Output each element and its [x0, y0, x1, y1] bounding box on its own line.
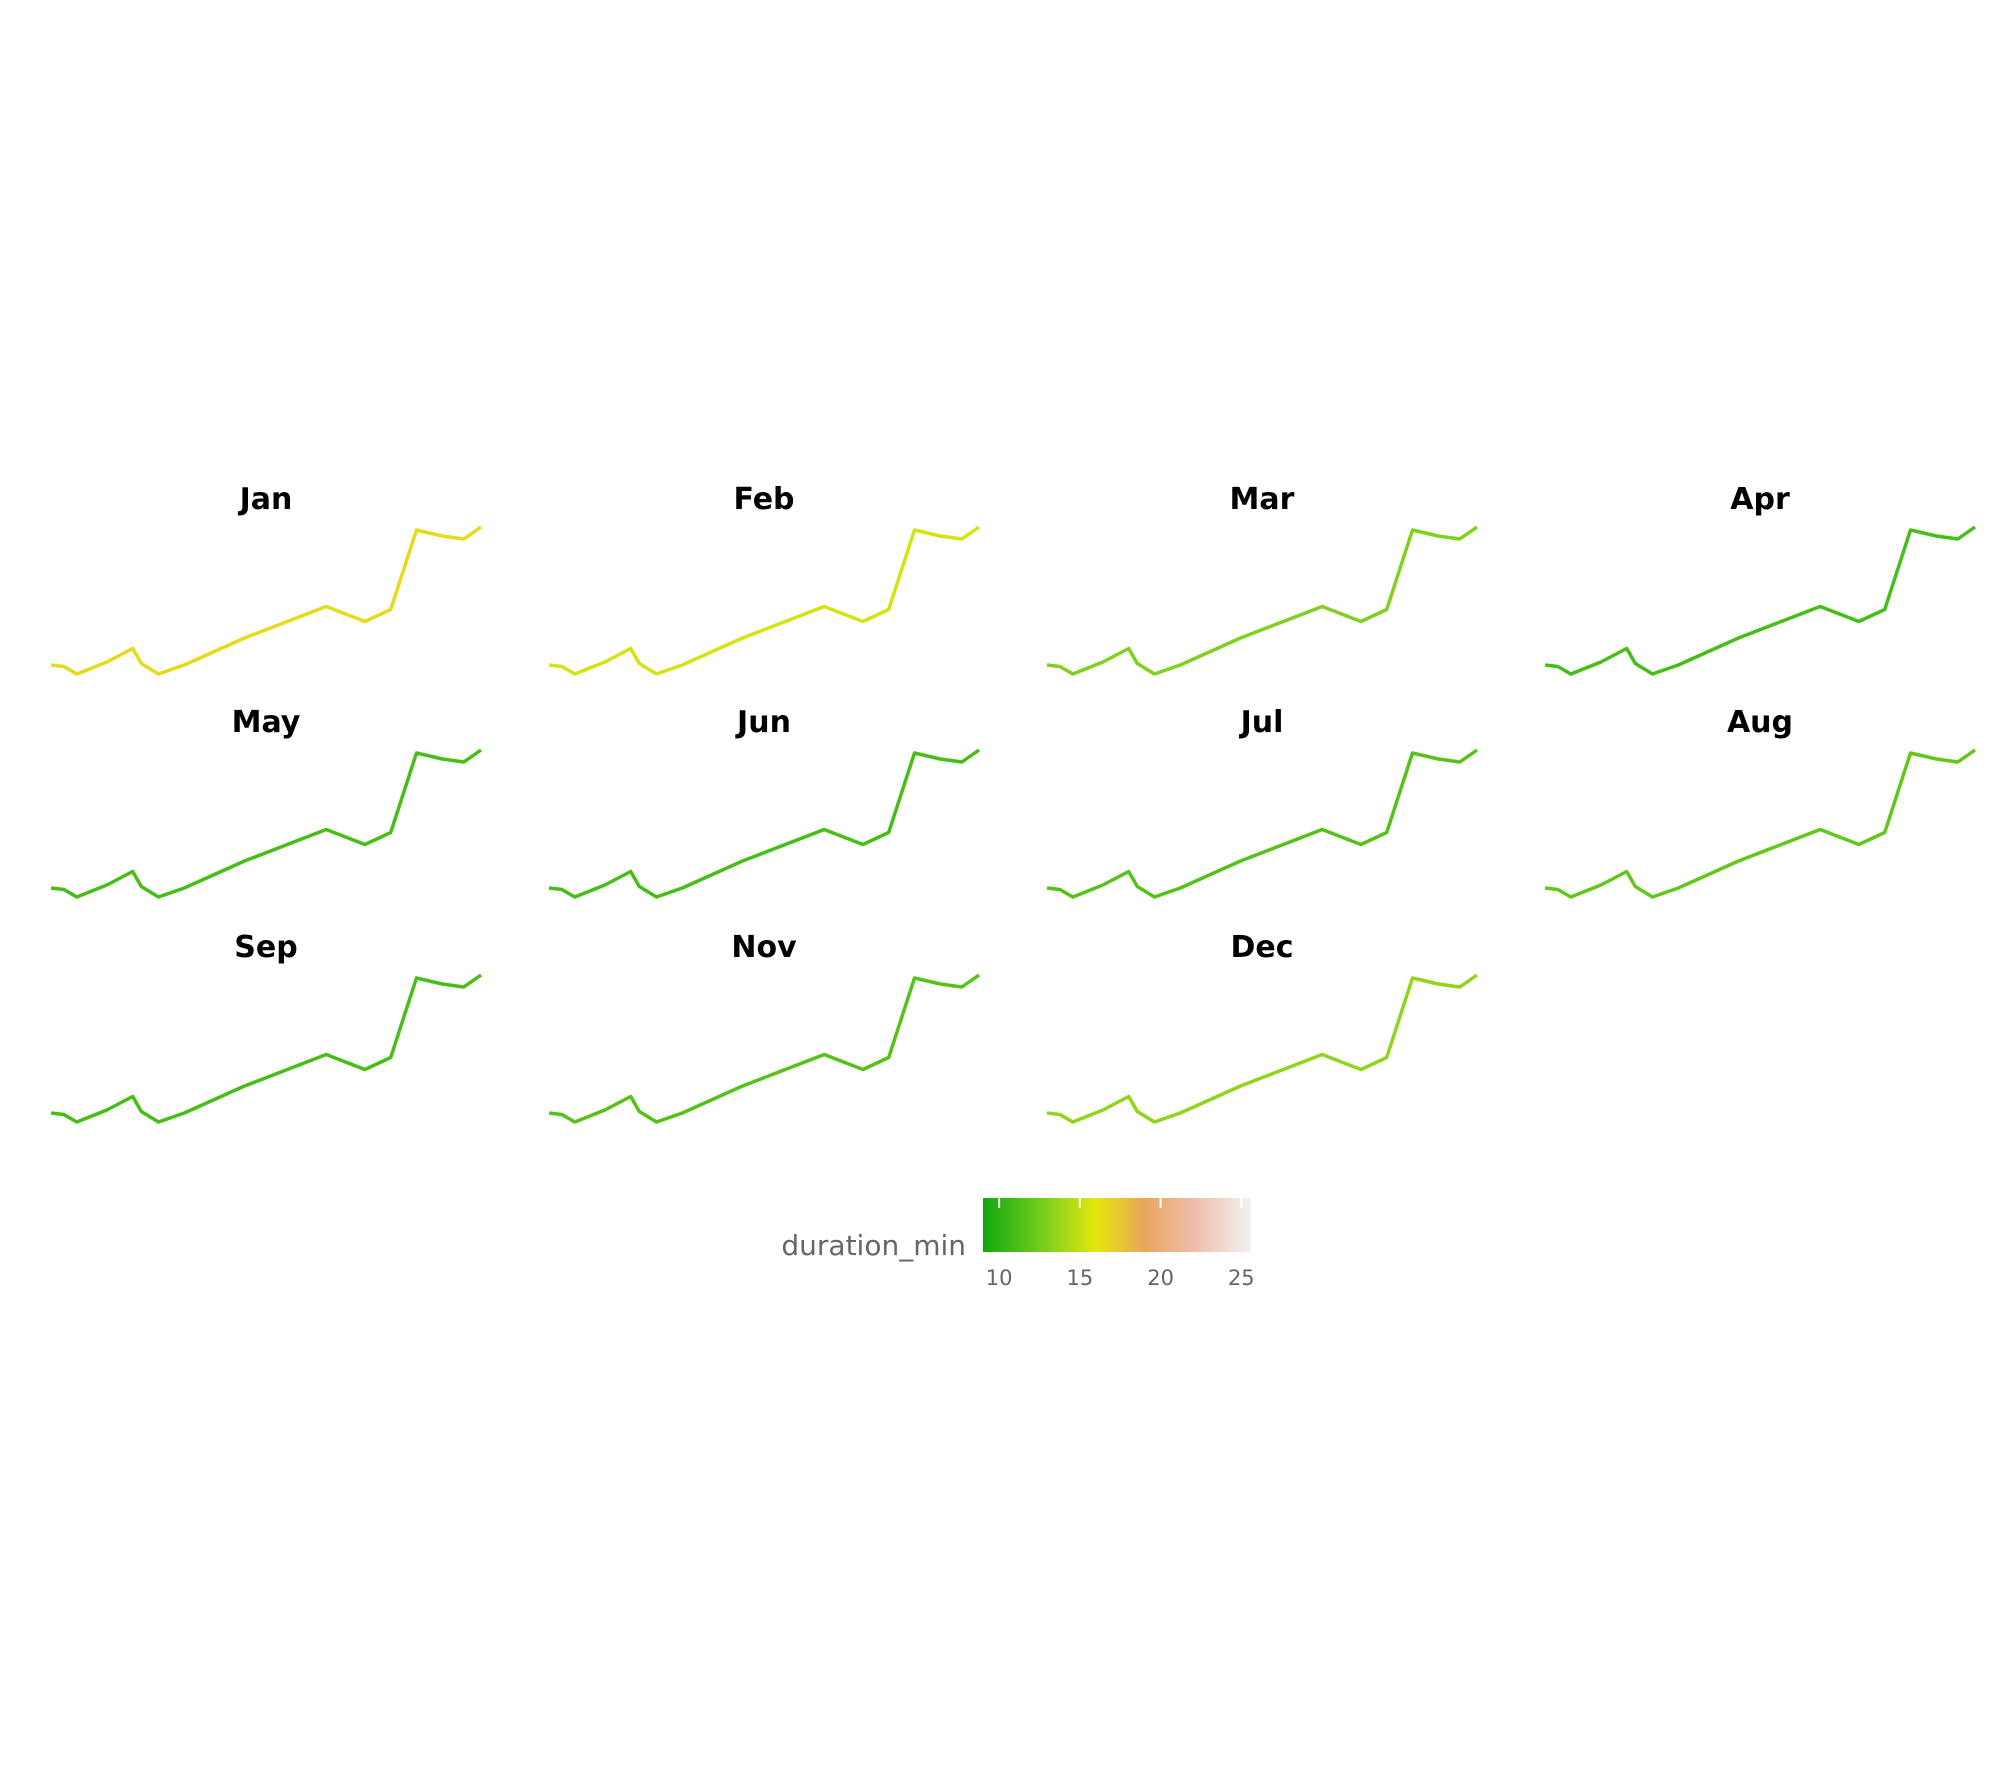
panel-title: May — [232, 705, 301, 740]
colorbar-tick-label: 25 — [1228, 1266, 1255, 1290]
route — [1046, 973, 1479, 1124]
colorbar-title: duration_min — [781, 1229, 966, 1262]
panel-title: Sep — [234, 930, 297, 965]
route — [1544, 748, 1977, 899]
panel-title: Aug — [1727, 705, 1793, 740]
route — [548, 748, 981, 899]
panel-title: Nov — [731, 930, 797, 965]
colorbar — [983, 1198, 1251, 1252]
route — [548, 525, 981, 676]
panel-title: Mar — [1230, 482, 1295, 517]
route — [50, 748, 483, 899]
route — [50, 973, 483, 1124]
colorbar-tick-label: 15 — [1067, 1266, 1094, 1290]
route — [1046, 525, 1479, 676]
route — [50, 525, 483, 676]
panel-title: Apr — [1730, 482, 1790, 517]
panel-title: Jun — [735, 705, 791, 740]
panel-title: Jan — [238, 482, 293, 517]
route — [1046, 748, 1479, 899]
panel-title: Dec — [1230, 930, 1293, 965]
colorbar-tick-label: 20 — [1147, 1266, 1174, 1290]
panel-title: Jul — [1239, 705, 1284, 740]
panel-title: Feb — [733, 482, 794, 517]
route — [1544, 525, 1977, 676]
colorbar-tick-label: 10 — [986, 1266, 1013, 1290]
route — [548, 973, 981, 1124]
